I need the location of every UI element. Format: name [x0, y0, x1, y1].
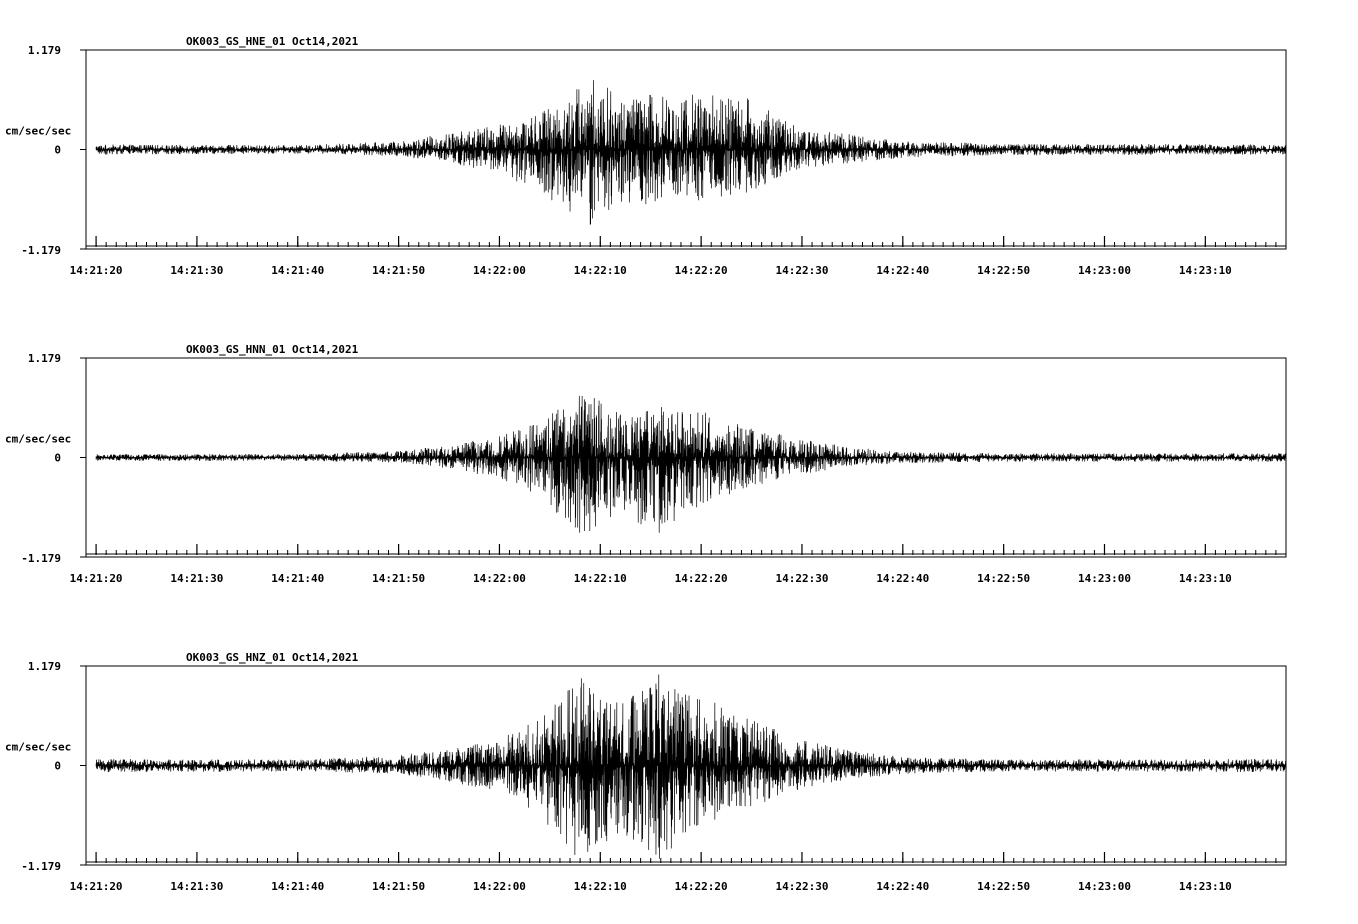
x-tick-label: 14:23:10 — [1179, 572, 1232, 585]
seismogram-panel-2: OK003_GS_HNN_01 Oct14,2021 1.179 0 -1.179 cm… — [5, 343, 1287, 585]
chart-title: OK003_GS_HNE_01 Oct14,2021 — [186, 35, 359, 48]
waveform-trace — [95, 80, 1286, 225]
x-tick-label: 14:22:50 — [977, 264, 1030, 277]
x-tick-label: 14:22:40 — [876, 572, 929, 585]
chart-title: OK003_GS_HNN_01 Oct14,2021 — [186, 343, 359, 356]
y-tick-label: 1.179 — [28, 44, 61, 57]
x-tick-label: 14:21:40 — [271, 880, 324, 893]
seismogram-panel-3: OK003_GS_HNZ_01 Oct14,2021 1.179 0 -1.179 cm… — [5, 651, 1287, 893]
y-tick-label: -1.179 — [21, 244, 61, 257]
x-tick-label: 14:21:20 — [70, 264, 123, 277]
x-tick-label: 14:22:20 — [675, 880, 728, 893]
x-tick-label: 14:23:00 — [1078, 880, 1131, 893]
waveform-trace — [95, 674, 1286, 859]
x-tick-label: 14:22:10 — [574, 264, 627, 277]
y-tick-label: -1.179 — [21, 552, 61, 565]
x-tick-label: 14:21:50 — [372, 572, 425, 585]
x-tick-label: 14:22:00 — [473, 572, 526, 585]
y-tick-label: 0 — [54, 760, 61, 773]
x-tick-label: 14:21:40 — [271, 264, 324, 277]
x-tick-label: 14:23:00 — [1078, 264, 1131, 277]
x-tick-label: 14:22:10 — [574, 572, 627, 585]
y-tick-label: 0 — [54, 452, 61, 465]
y-tick-label: 0 — [54, 144, 61, 157]
y-tick-label: 1.179 — [28, 352, 61, 365]
x-tick-label: 14:22:10 — [574, 880, 627, 893]
seismogram-panel-1: OK003_GS_HNE_01 Oct14,2021 1.179 0 -1.179 cm… — [5, 35, 1287, 277]
x-tick-label: 14:23:10 — [1179, 880, 1232, 893]
x-tick-label: 14:22:40 — [876, 264, 929, 277]
x-tick-label: 14:21:30 — [170, 880, 223, 893]
x-tick-label: 14:22:30 — [775, 880, 828, 893]
x-tick-label: 14:21:50 — [372, 880, 425, 893]
x-tick-label: 14:21:30 — [170, 572, 223, 585]
x-tick-label: 14:22:30 — [775, 264, 828, 277]
y-axis-label: cm/sec/sec — [5, 433, 71, 446]
x-tick-label: 14:23:00 — [1078, 572, 1131, 585]
x-tick-label: 14:21:50 — [372, 264, 425, 277]
x-tick-label: 14:22:20 — [675, 264, 728, 277]
y-axis-label: cm/sec/sec — [5, 125, 71, 138]
chart-title: OK003_GS_HNZ_01 Oct14,2021 — [186, 651, 359, 664]
x-tick-label: 14:21:30 — [170, 264, 223, 277]
y-tick-label: 1.179 — [28, 660, 61, 673]
x-tick-label: 14:22:20 — [675, 572, 728, 585]
y-axis-label: cm/sec/sec — [5, 741, 71, 754]
x-tick-label: 14:22:00 — [473, 880, 526, 893]
x-tick-label: 14:23:10 — [1179, 264, 1232, 277]
x-tick-label: 14:21:40 — [271, 572, 324, 585]
x-tick-label: 14:22:40 — [876, 880, 929, 893]
x-tick-label: 14:21:20 — [70, 572, 123, 585]
x-tick-label: 14:22:50 — [977, 880, 1030, 893]
y-tick-label: -1.179 — [21, 860, 61, 873]
waveform-trace — [95, 395, 1286, 533]
x-tick-label: 14:21:20 — [70, 880, 123, 893]
x-tick-label: 14:22:50 — [977, 572, 1030, 585]
x-tick-label: 14:22:30 — [775, 572, 828, 585]
x-tick-label: 14:22:00 — [473, 264, 526, 277]
